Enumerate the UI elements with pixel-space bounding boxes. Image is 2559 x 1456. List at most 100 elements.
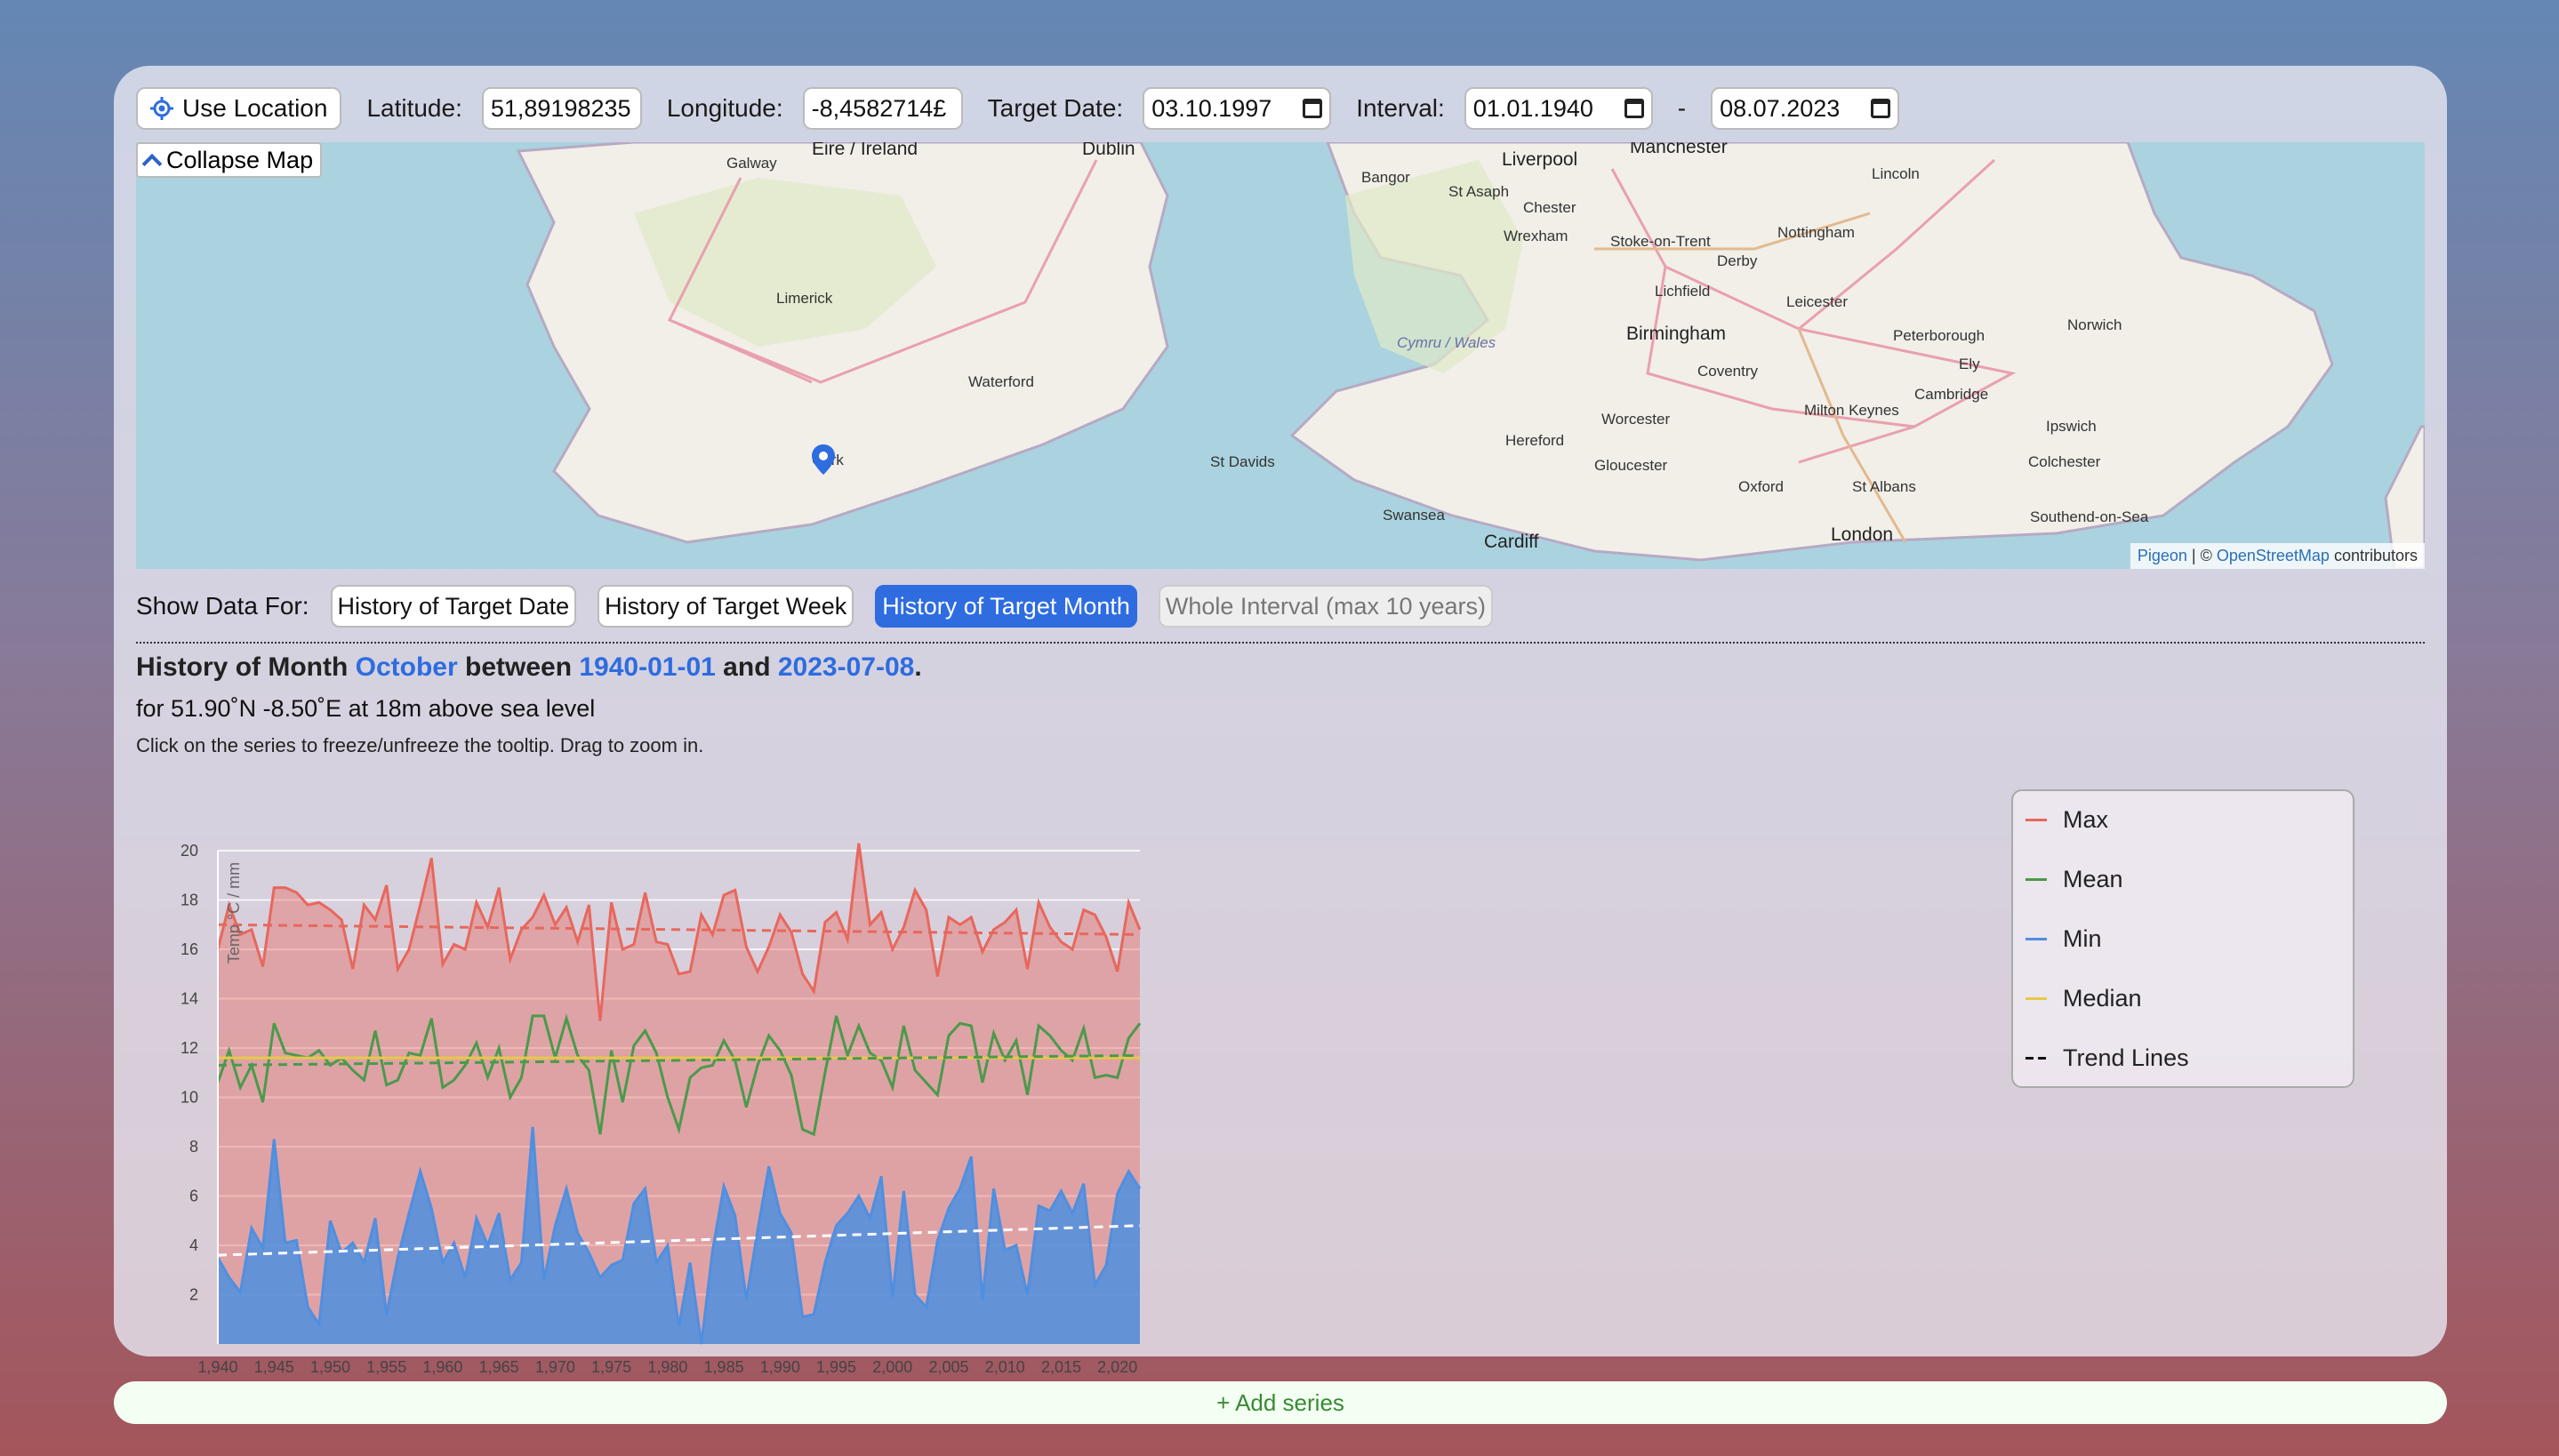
map-place: Norwich: [2067, 316, 2122, 333]
map-pin-icon[interactable]: [812, 444, 835, 475]
main-card: Use Location Latitude: 51,89198235 Longi…: [114, 66, 2447, 1376]
map-place: Cambridge: [1914, 386, 1989, 403]
interval-separator: -: [1677, 94, 1687, 122]
collapse-map-button[interactable]: Collapse Map: [136, 142, 323, 178]
temperature-chart[interactable]: 2 4 6 8 10 12 14 16 18 20 1,940 1,945 1,950 1,955 1,96…: [167, 766, 1999, 1388]
heading-text: History of Month: [136, 652, 356, 682]
x-tick-label: 1,965: [479, 1358, 519, 1376]
pigeon-link[interactable]: Pigeon: [2137, 547, 2187, 564]
legend-item-mean[interactable]: Mean: [2026, 861, 2123, 897]
tab-target-month[interactable]: History of Target Month: [875, 585, 1137, 628]
calendar-icon[interactable]: [1624, 99, 1644, 118]
x-tick-label: 1,975: [591, 1358, 631, 1376]
use-location-button[interactable]: Use Location: [136, 87, 342, 130]
max-trend-line: [217, 923, 1141, 936]
y-tick-label: 16: [180, 940, 198, 958]
target-date-input[interactable]: 03.10.1997: [1143, 87, 1332, 130]
chart-heading: History of Month October between 1940-01…: [136, 652, 922, 683]
map-place: Cardiff: [1484, 532, 1539, 552]
x-tick-label: 2,005: [928, 1358, 968, 1376]
max-series-line: [216, 843, 1142, 1021]
y-axis-title: Temp °C / mm: [225, 862, 243, 964]
longitude-value: -8,4582714£: [811, 94, 947, 122]
add-series-button[interactable]: + Add series: [114, 1381, 2447, 1424]
heading-text: between: [457, 652, 580, 682]
legend-label: Median: [2063, 984, 2142, 1012]
latitude-input[interactable]: 51,89198235: [481, 87, 642, 130]
x-tick-label: 1,960: [422, 1358, 462, 1376]
map-place: Oxford: [1738, 478, 1785, 495]
tab-whole-interval[interactable]: Whole Interval (max 10 years): [1158, 585, 1494, 628]
location-line: for 51.90˚N -8.50˚E at 18m above sea lev…: [136, 695, 596, 722]
x-tick-label: 1,980: [647, 1358, 687, 1376]
y-tick-label: 10: [180, 1089, 198, 1107]
interval-end-value: 08.07.2023: [1720, 94, 1841, 122]
map-place: Leicester: [1786, 293, 1848, 310]
latitude-label: Latitude:: [366, 94, 462, 122]
map-place: St Asaph: [1448, 183, 1510, 200]
calendar-icon[interactable]: [1871, 99, 1891, 118]
chevron-up-icon: [141, 153, 163, 174]
legend-item-min[interactable]: Min: [2026, 921, 2102, 956]
tab-target-date[interactable]: History of Target Date: [330, 585, 577, 628]
min-trend-line: [217, 1224, 1141, 1257]
legend-label: Trend Lines: [2063, 1044, 2189, 1071]
legend-swatch: [2026, 996, 2047, 1000]
legend-swatch: [2026, 1056, 2047, 1060]
y-tick-label: 6: [189, 1188, 198, 1205]
map-place: Derby: [1717, 252, 1758, 269]
location-crosshair-icon: [150, 97, 173, 120]
x-tick-label: 1,940: [197, 1358, 237, 1376]
heading-text: .: [914, 652, 922, 682]
legend-item-median[interactable]: Median: [2026, 980, 2142, 1016]
map-place: Limerick: [776, 290, 833, 307]
map-place: Worcester: [1601, 411, 1671, 428]
interval-start-value: 01.01.1940: [1472, 94, 1593, 122]
map-place: Lincoln: [1872, 165, 1920, 182]
longitude-input[interactable]: -8,4582714£: [802, 87, 963, 130]
map-place: Southend-on-Sea: [2030, 508, 2149, 525]
legend-swatch: [2026, 818, 2047, 821]
max-area: [218, 843, 1140, 1344]
attribution-separator: | ©: [2186, 547, 2217, 564]
legend-item-trend[interactable]: Trend Lines: [2026, 1040, 2189, 1076]
legend-label: Max: [2063, 805, 2109, 833]
x-tick-label: 1,990: [760, 1358, 800, 1376]
x-tick-label: 1,985: [704, 1358, 744, 1376]
x-tick-label: 1,995: [816, 1358, 856, 1376]
toolbar: Use Location Latitude: 51,89198235 Longi…: [136, 87, 1900, 130]
map-place: Bangor: [1361, 169, 1410, 186]
legend-item-max[interactable]: Max: [2026, 802, 2108, 837]
map-place: Waterford: [968, 373, 1035, 390]
use-location-label: Use Location: [182, 94, 328, 122]
map-place: Peterborough: [1893, 327, 1985, 344]
attribution-contributors: contributors: [2329, 547, 2418, 564]
map-place: Chester: [1523, 199, 1576, 216]
y-tick-label: 20: [180, 842, 198, 860]
interval-start-input[interactable]: 01.01.1940: [1464, 87, 1653, 130]
interval-end-input[interactable]: 08.07.2023: [1711, 87, 1900, 130]
map-view[interactable]: Collapse Map Galway Éire / Ireland Dubli…: [136, 142, 2425, 569]
map-place: St Albans: [1852, 478, 1916, 495]
x-tick-label: 1,955: [366, 1358, 406, 1376]
tab-target-week[interactable]: History of Target Week: [598, 585, 854, 628]
map-tiles: [516, 142, 2425, 569]
calendar-icon[interactable]: [1303, 99, 1323, 118]
osm-link[interactable]: OpenStreetMap: [2216, 547, 2330, 564]
map-place: Nottingham: [1777, 224, 1855, 241]
map-place: Ely: [1959, 356, 1980, 372]
map-place: Dublin: [1082, 142, 1135, 159]
longitude-label: Longitude:: [666, 94, 783, 122]
x-tick-label: 2,020: [1097, 1358, 1137, 1376]
min-series-line: [216, 1126, 1142, 1345]
legend-label: Min: [2063, 924, 2102, 952]
show-data-for: Show Data For: History of Target Date Hi…: [136, 585, 1494, 628]
x-tick-label: 1,970: [535, 1358, 575, 1376]
heading-month: October: [355, 652, 458, 682]
collapse-map-label: Collapse Map: [166, 146, 314, 173]
map-place: Swansea: [1383, 507, 1445, 524]
map-place: Gloucester: [1594, 457, 1668, 474]
y-tick-label: 14: [180, 990, 198, 1008]
map-place: Colchester: [2028, 453, 2101, 470]
heading-text: and: [715, 652, 778, 682]
